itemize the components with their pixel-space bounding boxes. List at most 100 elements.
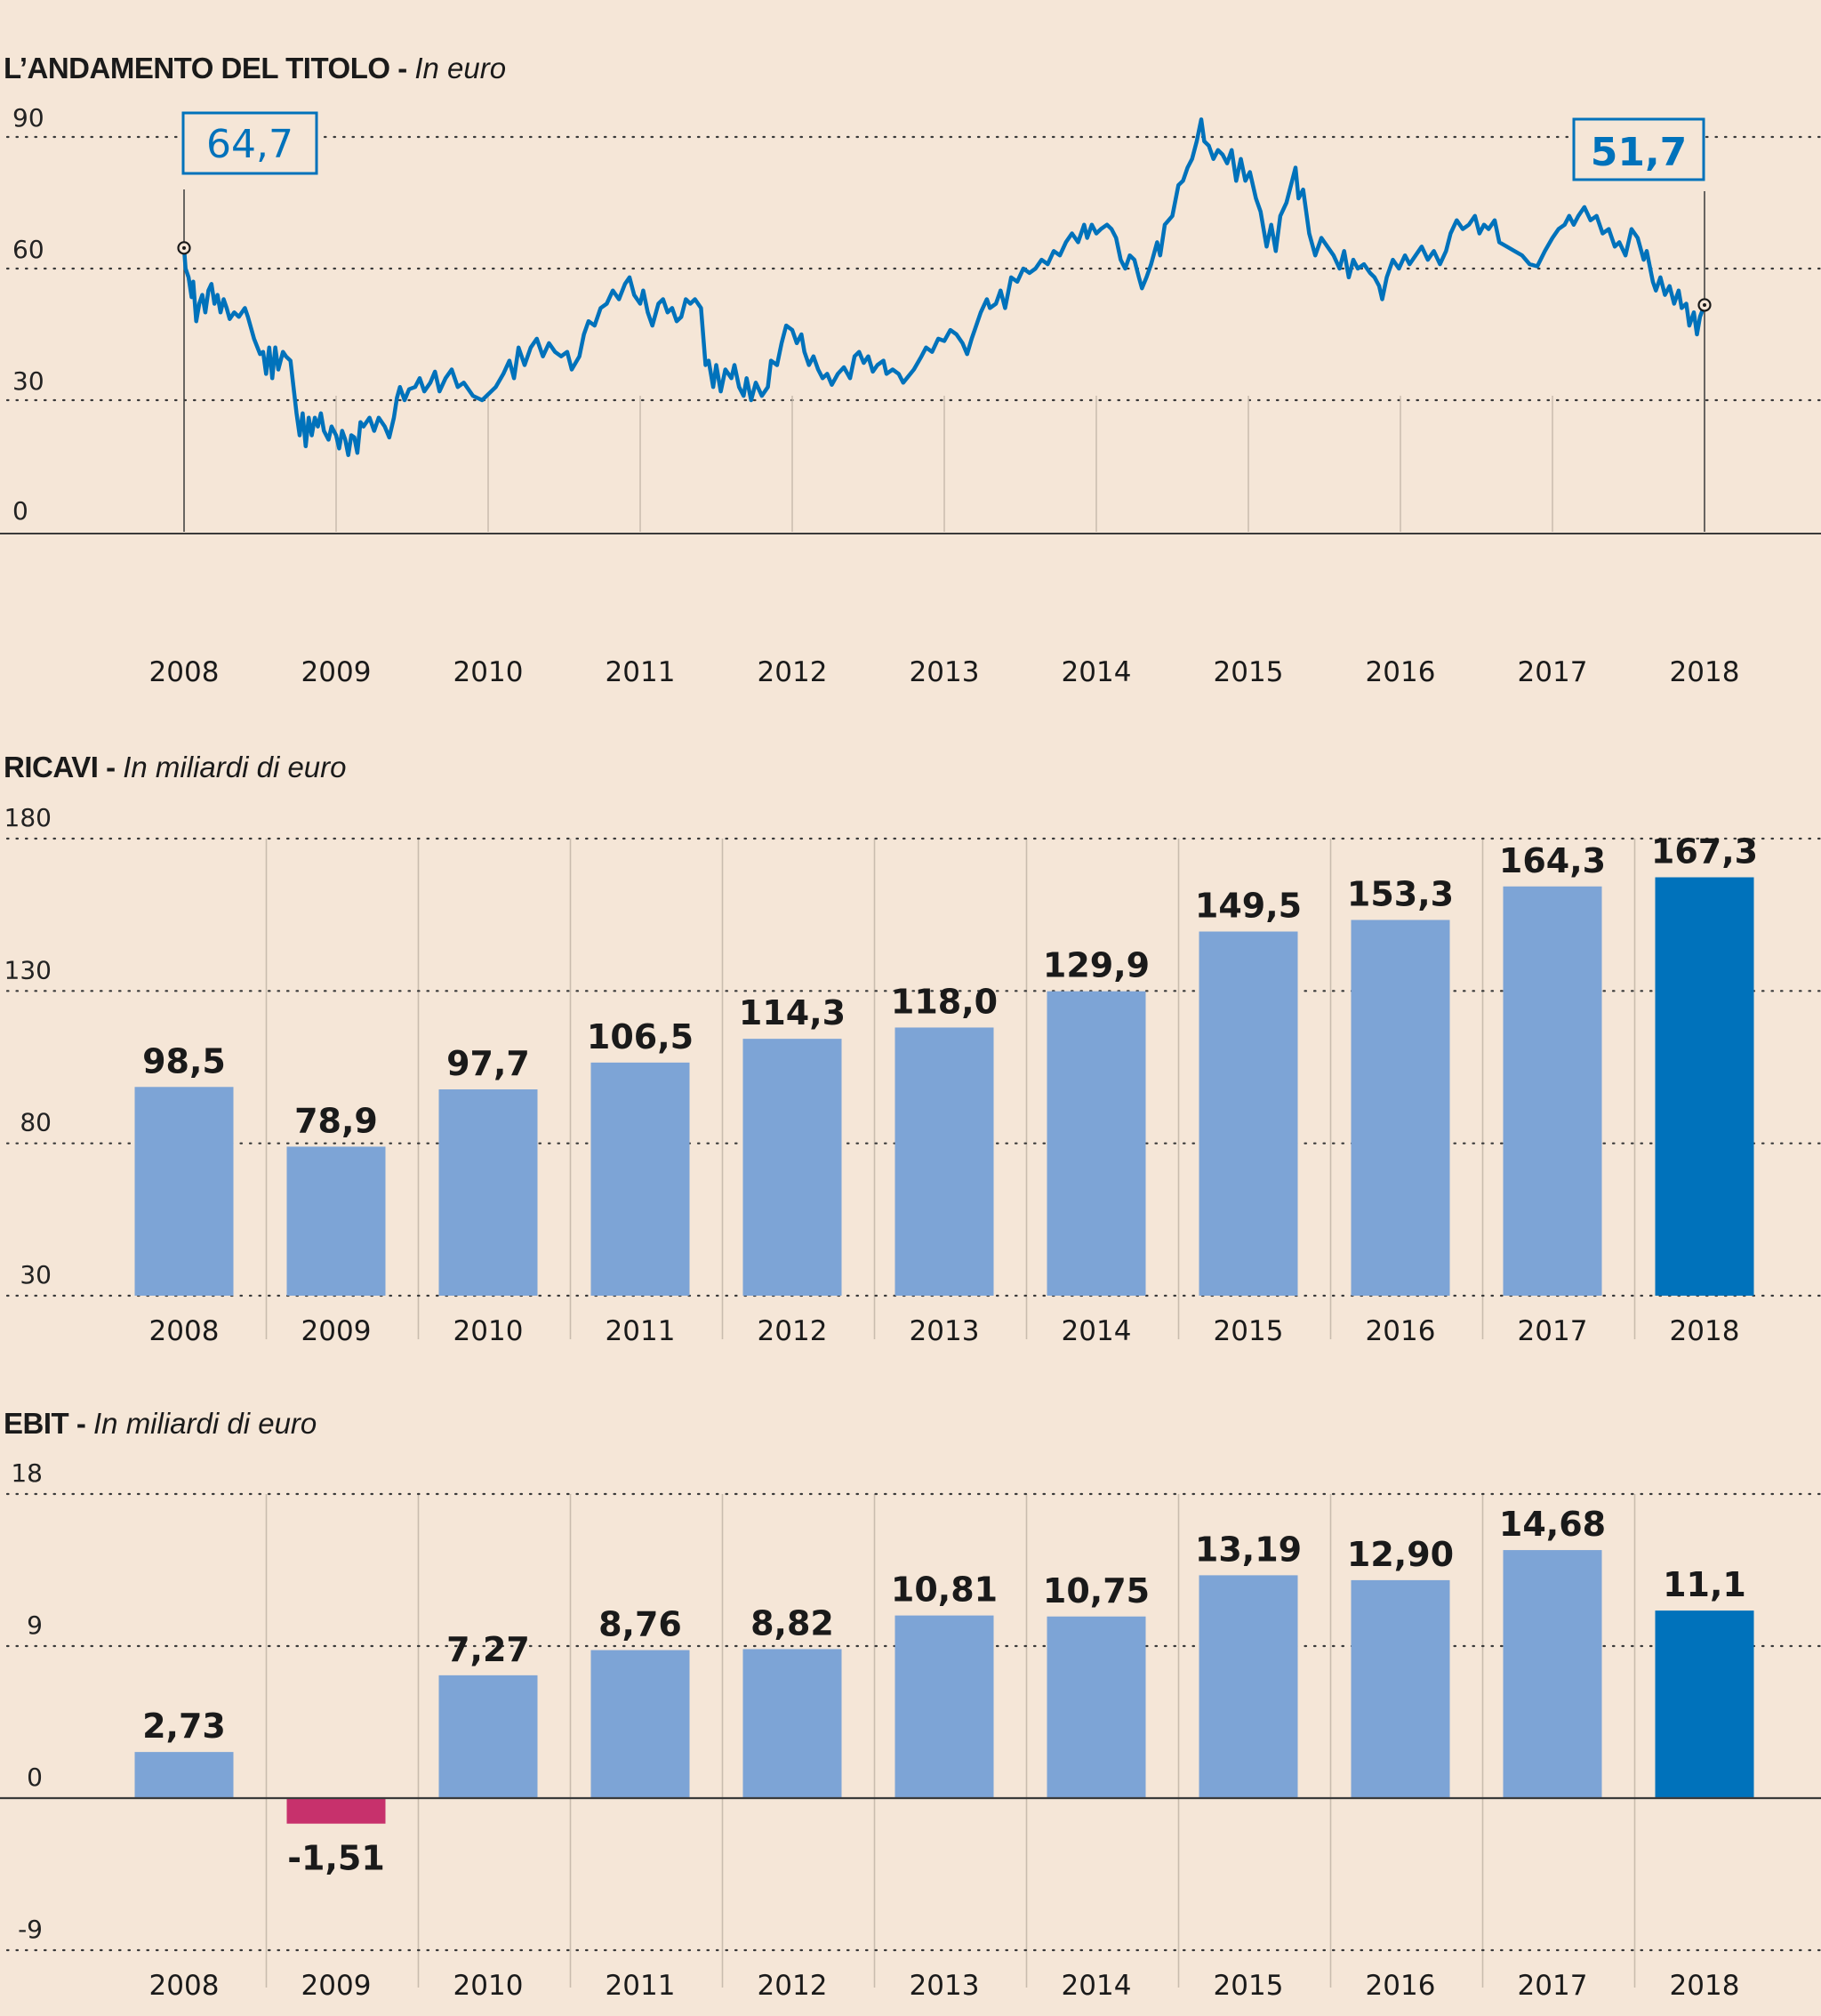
bar-2018 xyxy=(1655,877,1754,1296)
x-tick-label: 2014 xyxy=(1062,656,1132,688)
bar-2010 xyxy=(438,1089,538,1296)
value-label-2017: 14,68 xyxy=(1499,1505,1606,1544)
y-tick-label: 60 xyxy=(12,235,44,264)
x-tick-label: 2009 xyxy=(301,656,372,688)
value-label-2015: 13,19 xyxy=(1195,1530,1302,1569)
bar-2013 xyxy=(894,1615,994,1798)
x-tick-label: 2012 xyxy=(758,1315,828,1347)
x-tick-label: 2018 xyxy=(1670,1315,1740,1347)
start-point-marker xyxy=(177,241,191,255)
value-label-2010: 97,7 xyxy=(446,1044,530,1083)
x-tick-label: 2012 xyxy=(758,1970,828,2002)
stock-chart-title-bold: L’ANDAMENTO DEL TITOLO xyxy=(4,52,390,84)
revenue-plot: 30 80 130 180 98,5 2008 78,9 2009 97,7 2010 106,5 2… xyxy=(4,803,1821,1347)
start-callout-value: 64,7 xyxy=(206,122,293,167)
value-label-2008: 2,73 xyxy=(142,1707,226,1746)
bar-2009 xyxy=(286,1146,386,1296)
callout-background xyxy=(1574,119,1704,180)
y-tick-label: 0 xyxy=(27,1763,43,1792)
value-label-2016: 153,3 xyxy=(1347,874,1454,913)
start-callout-box xyxy=(181,111,318,175)
value-label-2014: 10,75 xyxy=(1043,1571,1150,1610)
x-tick-label: 2009 xyxy=(301,1315,372,1347)
x-tick-label: 2011 xyxy=(606,656,676,688)
title-separator: - xyxy=(98,751,123,783)
bar-2014 xyxy=(1047,1616,1146,1798)
x-tick-label: 2014 xyxy=(1062,1315,1132,1347)
stock-year-lines xyxy=(335,396,1553,532)
marker-center xyxy=(182,245,186,250)
x-tick-label: 2010 xyxy=(453,1970,524,2002)
bar-2011 xyxy=(590,1650,690,1798)
x-tick-label: 2011 xyxy=(606,1315,676,1347)
x-tick-label: 2017 xyxy=(1518,1970,1588,2002)
stock-chart-subtitle: In euro xyxy=(414,52,506,84)
stock-chart-title: L’ANDAMENTO DEL TITOLO - In euro xyxy=(4,52,506,84)
ebit-chart-title: EBIT - In miliardi di euro xyxy=(4,1407,317,1440)
bar-2008 xyxy=(134,1087,234,1296)
end-point-marker xyxy=(1697,298,1712,312)
value-label-2009: -1,51 xyxy=(287,1839,385,1878)
value-label-2009: 78,9 xyxy=(294,1101,378,1140)
bar-2013 xyxy=(894,1027,994,1296)
y-tick-label: 30 xyxy=(20,1260,52,1289)
bar-2016 xyxy=(1351,1579,1450,1798)
x-tick-label: 2017 xyxy=(1518,1315,1588,1347)
x-tick-label: 2016 xyxy=(1366,656,1436,688)
y-tick-label: 0 xyxy=(12,496,28,526)
ebit-chart-subtitle: In miliardi di euro xyxy=(93,1407,317,1440)
y-tick-label: 9 xyxy=(27,1610,43,1640)
ebit-chart-title-bold: EBIT xyxy=(4,1407,69,1440)
end-callout-value: 51,7 xyxy=(1591,130,1688,175)
revenue-chart-subtitle: In miliardi di euro xyxy=(123,751,346,783)
x-tick-label: 2017 xyxy=(1518,656,1588,688)
bar-2015 xyxy=(1199,931,1298,1296)
bar-2008 xyxy=(134,1752,234,1798)
bar-2009 xyxy=(286,1798,386,1824)
stock-x-ticks: 2008 2009 2010 2011 2012 2013 2014 2015 2016 2017… xyxy=(149,656,1740,688)
value-label-2018: 167,3 xyxy=(1651,832,1758,871)
y-tick-label: 130 xyxy=(4,955,52,984)
stock-gridlines xyxy=(5,135,1821,402)
y-tick-label: -9 xyxy=(18,1915,43,1944)
x-tick-label: 2016 xyxy=(1366,1315,1436,1347)
y-tick-label: 30 xyxy=(12,366,44,396)
end-callout-box xyxy=(1572,117,1705,181)
bar-2012 xyxy=(742,1039,842,1296)
title-separator: - xyxy=(390,52,415,84)
marker-center xyxy=(1703,302,1706,307)
y-tick-label: 90 xyxy=(12,103,44,133)
value-label-2010: 7,27 xyxy=(446,1630,530,1669)
bar-2015 xyxy=(1199,1575,1298,1798)
value-label-2008: 98,5 xyxy=(142,1041,226,1080)
x-tick-label: 2018 xyxy=(1670,656,1740,688)
bar-2018 xyxy=(1655,1610,1754,1798)
x-tick-label: 2010 xyxy=(453,656,524,688)
title-separator: - xyxy=(68,1407,93,1440)
x-tick-label: 2015 xyxy=(1214,1970,1284,2002)
ebit-plot: -9 0 9 18 2,73 2008 -1,51 2009 7,27 2010 8,76 2011 8… xyxy=(0,1458,1821,2002)
value-label-2017: 164,3 xyxy=(1499,841,1606,880)
value-label-2012: 114,3 xyxy=(739,993,846,1032)
revenue-bar-chart: RICAVI - In miliardi di euro 30 80 130 180 9… xyxy=(4,751,1821,1347)
stock-price-chart: L’ANDAMENTO DEL TITOLO - In euro 0 30 60 90… xyxy=(0,52,1821,688)
x-tick-label: 2013 xyxy=(910,1970,980,2002)
ebit-bar-chart: EBIT - In miliardi di euro -9 0 9 18 2,73 200… xyxy=(0,1407,1821,2002)
stock-y-ticks: 0 30 60 90 xyxy=(12,103,44,526)
y-tick-label: 18 xyxy=(11,1458,43,1488)
x-tick-label: 2015 xyxy=(1214,1315,1284,1347)
x-tick-label: 2009 xyxy=(301,1970,372,2002)
x-tick-label: 2014 xyxy=(1062,1970,1132,2002)
y-tick-label: 80 xyxy=(20,1108,52,1137)
x-tick-label: 2008 xyxy=(149,1970,220,2002)
x-tick-label: 2010 xyxy=(453,1315,524,1347)
revenue-chart-title-bold: RICAVI xyxy=(4,751,98,783)
x-tick-label: 2013 xyxy=(910,1315,980,1347)
bar-2016 xyxy=(1351,920,1450,1296)
x-tick-label: 2011 xyxy=(606,1970,676,2002)
value-label-2011: 8,76 xyxy=(598,1605,682,1644)
bar-2012 xyxy=(742,1649,842,1798)
x-tick-label: 2016 xyxy=(1366,1970,1436,2002)
bar-2011 xyxy=(590,1062,690,1296)
